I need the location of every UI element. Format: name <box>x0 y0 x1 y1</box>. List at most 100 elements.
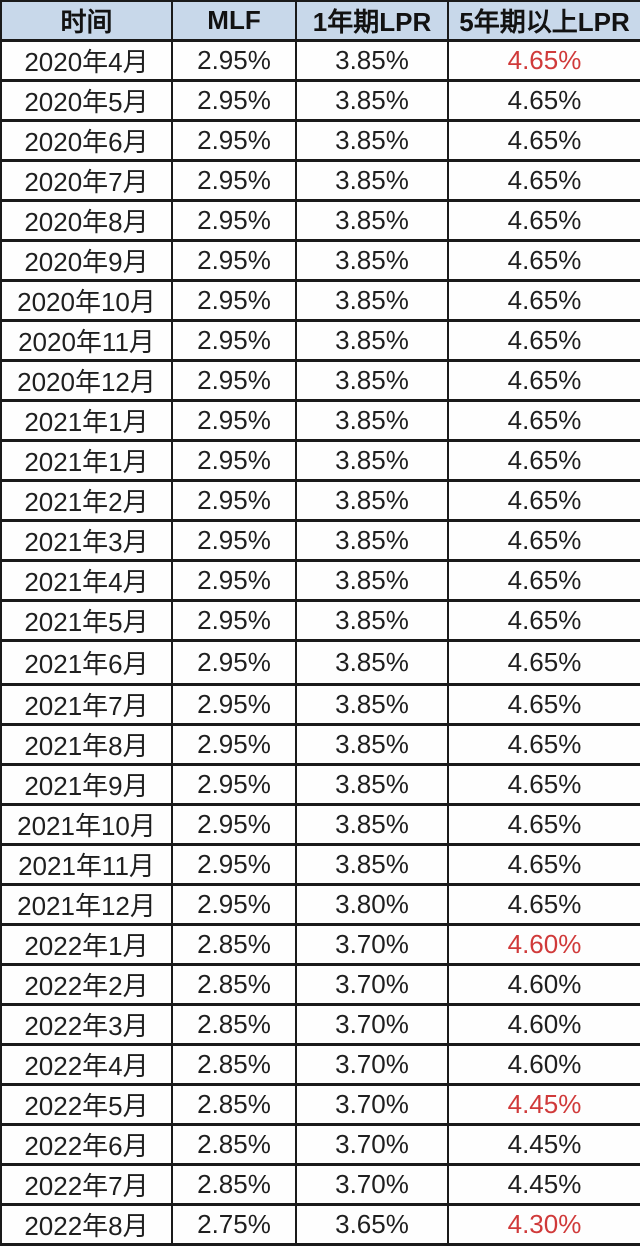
header-cell-mlf: MLF <box>171 0 297 42</box>
cell-mlf: 2.95% <box>171 79 297 122</box>
cell-lpr-1y: 3.70% <box>295 1083 449 1126</box>
table-row: 2021年2月 2.95% 3.85% 4.65% <box>0 479 640 522</box>
cell-lpr-5y: 4.45% <box>447 1083 640 1126</box>
table-row: 2022年7月 2.85% 3.70% 4.45% <box>0 1163 640 1206</box>
table-row: 2021年4月 2.95% 3.85% 4.65% <box>0 559 640 602</box>
cell-mlf: 2.95% <box>171 119 297 162</box>
cell-lpr-1y: 3.85% <box>295 519 449 562</box>
cell-mlf: 2.95% <box>171 599 297 642</box>
cell-time: 2022年1月 <box>0 923 173 966</box>
table-row: 2020年12月 2.95% 3.85% 4.65% <box>0 359 640 402</box>
table-row: 2021年7月 2.95% 3.85% 4.65% <box>0 683 640 726</box>
cell-lpr-1y: 3.85% <box>295 199 449 242</box>
cell-lpr-1y: 3.70% <box>295 1123 449 1166</box>
cell-mlf: 2.95% <box>171 843 297 886</box>
table-row: 2021年9月 2.95% 3.85% 4.65% <box>0 763 640 806</box>
table-row: 2021年1月 2.95% 3.85% 4.65% <box>0 439 640 482</box>
cell-mlf: 2.95% <box>171 399 297 442</box>
cell-mlf: 2.95% <box>171 723 297 766</box>
cell-time: 2022年7月 <box>0 1163 173 1206</box>
cell-mlf: 2.95% <box>171 763 297 806</box>
cell-lpr-1y: 3.85% <box>295 723 449 766</box>
table-row: 2021年12月 2.95% 3.80% 4.65% <box>0 883 640 926</box>
cell-lpr-1y: 3.85% <box>295 639 449 686</box>
cell-lpr-5y: 4.65% <box>447 803 640 846</box>
cell-mlf: 2.85% <box>171 963 297 1006</box>
cell-lpr-5y: 4.65% <box>447 39 640 82</box>
cell-lpr-1y: 3.85% <box>295 843 449 886</box>
cell-mlf: 2.95% <box>171 479 297 522</box>
cell-time: 2021年4月 <box>0 559 173 602</box>
cell-lpr-1y: 3.85% <box>295 399 449 442</box>
cell-mlf: 2.95% <box>171 639 297 686</box>
cell-time: 2021年10月 <box>0 803 173 846</box>
cell-time: 2020年4月 <box>0 39 173 82</box>
cell-time: 2022年5月 <box>0 1083 173 1126</box>
table-row: 2021年6月 2.95% 3.85% 4.65% <box>0 639 640 686</box>
cell-lpr-5y: 4.60% <box>447 963 640 1006</box>
cell-mlf: 2.85% <box>171 1123 297 1166</box>
cell-lpr-5y: 4.65% <box>447 599 640 642</box>
cell-lpr-1y: 3.85% <box>295 683 449 726</box>
cell-mlf: 2.95% <box>171 683 297 726</box>
cell-lpr-1y: 3.85% <box>295 763 449 806</box>
table-row: 2021年10月 2.95% 3.85% 4.65% <box>0 803 640 846</box>
cell-time: 2021年12月 <box>0 883 173 926</box>
cell-lpr-1y: 3.85% <box>295 79 449 122</box>
cell-lpr-1y: 3.85% <box>295 439 449 482</box>
cell-lpr-5y: 4.60% <box>447 923 640 966</box>
cell-lpr-1y: 3.70% <box>295 923 449 966</box>
cell-mlf: 2.95% <box>171 803 297 846</box>
cell-lpr-5y: 4.65% <box>447 439 640 482</box>
header-row: 时间 MLF 1年期LPR 5年期以上LPR <box>0 0 640 42</box>
cell-time: 2022年3月 <box>0 1003 173 1046</box>
cell-lpr-1y: 3.85% <box>295 39 449 82</box>
cell-lpr-5y: 4.65% <box>447 843 640 886</box>
table-row: 2021年1月 2.95% 3.85% 4.65% <box>0 399 640 442</box>
cell-lpr-5y: 4.65% <box>447 119 640 162</box>
cell-time: 2022年2月 <box>0 963 173 1006</box>
cell-time: 2021年3月 <box>0 519 173 562</box>
cell-lpr-5y: 4.65% <box>447 399 640 442</box>
table-row: 2022年4月 2.85% 3.70% 4.60% <box>0 1043 640 1086</box>
table-row: 2022年8月 2.75% 3.65% 4.30% <box>0 1203 640 1246</box>
cell-mlf: 2.75% <box>171 1203 297 1246</box>
cell-lpr-1y: 3.70% <box>295 963 449 1006</box>
cell-lpr-5y: 4.65% <box>447 683 640 726</box>
cell-lpr-1y: 3.80% <box>295 883 449 926</box>
cell-time: 2020年11月 <box>0 319 173 362</box>
cell-lpr-1y: 3.70% <box>295 1043 449 1086</box>
cell-lpr-5y: 4.65% <box>447 519 640 562</box>
table-row: 2021年5月 2.95% 3.85% 4.65% <box>0 599 640 642</box>
header-cell-time: 时间 <box>0 0 173 42</box>
cell-mlf: 2.95% <box>171 559 297 602</box>
cell-lpr-5y: 4.65% <box>447 883 640 926</box>
cell-mlf: 2.85% <box>171 1083 297 1126</box>
cell-lpr-5y: 4.65% <box>447 479 640 522</box>
cell-mlf: 2.95% <box>171 883 297 926</box>
cell-lpr-1y: 3.85% <box>295 479 449 522</box>
cell-lpr-5y: 4.65% <box>447 199 640 242</box>
cell-lpr-5y: 4.65% <box>447 639 640 686</box>
table-row: 2020年5月 2.95% 3.85% 4.65% <box>0 79 640 122</box>
table-row: 2020年7月 2.95% 3.85% 4.65% <box>0 159 640 202</box>
cell-lpr-5y: 4.65% <box>447 319 640 362</box>
cell-lpr-1y: 3.70% <box>295 1003 449 1046</box>
cell-time: 2021年9月 <box>0 763 173 806</box>
cell-lpr-5y: 4.45% <box>447 1123 640 1166</box>
cell-lpr-1y: 3.85% <box>295 803 449 846</box>
cell-mlf: 2.85% <box>171 1003 297 1046</box>
cell-time: 2020年10月 <box>0 279 173 322</box>
cell-mlf: 2.85% <box>171 923 297 966</box>
cell-lpr-1y: 3.85% <box>295 119 449 162</box>
table-row: 2022年3月 2.85% 3.70% 4.60% <box>0 1003 640 1046</box>
table-row: 2020年9月 2.95% 3.85% 4.65% <box>0 239 640 282</box>
table-row: 2021年3月 2.95% 3.85% 4.65% <box>0 519 640 562</box>
cell-time: 2021年8月 <box>0 723 173 766</box>
cell-time: 2020年7月 <box>0 159 173 202</box>
cell-lpr-5y: 4.65% <box>447 79 640 122</box>
cell-time: 2020年6月 <box>0 119 173 162</box>
cell-lpr-1y: 3.65% <box>295 1203 449 1246</box>
table-row: 2022年2月 2.85% 3.70% 4.60% <box>0 963 640 1006</box>
